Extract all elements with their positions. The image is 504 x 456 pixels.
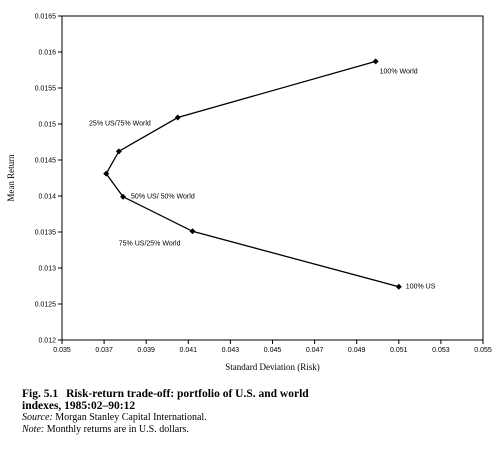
x-tick-label: 0.051: [390, 347, 408, 354]
note-text: Monthly returns are in U.S. dollars.: [44, 424, 189, 435]
source-text: Morgan Stanley Capital International.: [52, 412, 207, 423]
data-point-marker: [103, 170, 110, 177]
point-annotation: 100% US: [406, 284, 436, 291]
source-label: Source:: [22, 412, 53, 423]
x-axis-title: Standard Deviation (Risk): [225, 362, 319, 372]
point-annotation: 100% World: [380, 68, 418, 75]
data-point-marker: [120, 193, 127, 200]
x-tick-label: 0.041: [180, 347, 198, 354]
y-tick-label: 0.0125: [35, 302, 57, 309]
x-tick-label: 0.055: [474, 347, 492, 354]
y-tick-label: 0.016: [38, 50, 56, 57]
data-point-marker: [174, 114, 181, 121]
series-line: [105, 60, 399, 288]
data-point-marker: [189, 228, 196, 235]
y-tick-label: 0.0135: [35, 230, 57, 237]
point-annotation: 50% US/ 50% World: [131, 194, 195, 201]
plot-frame: [61, 15, 484, 341]
x-tick-label: 0.049: [348, 347, 366, 354]
y-axis-ticks: 0.012 0.0125 0.013 0.0135 0.014 0.0145 0.015 0.…: [35, 14, 62, 345]
caption-note: Note: Monthly returns are in U.S. dollar…: [22, 424, 492, 436]
data-point-marker: [115, 148, 122, 155]
caption-title: Fig. 5.1 Risk-return trade-off: portfolio…: [22, 388, 492, 400]
y-tick-label: 0.013: [38, 266, 56, 273]
caption-title-line2: indexes, 1985:02–90:12: [22, 400, 136, 412]
caption-source: Source: Morgan Stanley Capital Internati…: [22, 412, 492, 424]
point-annotation: 25% US/75% World: [89, 121, 151, 128]
y-axis-title: Mean Return: [6, 154, 16, 202]
data-point-marker: [395, 283, 402, 290]
y-tick-label: 0.014: [38, 194, 56, 201]
caption-title-line1: Risk-return trade-off: portfolio of U.S.…: [66, 388, 309, 400]
data-point-marker: [372, 58, 379, 65]
x-tick-label: 0.045: [264, 347, 282, 354]
y-tick-label: 0.015: [38, 122, 56, 129]
x-tick-label: 0.047: [306, 347, 324, 354]
figure-caption: Fig. 5.1 Risk-return trade-off: portfolio…: [22, 388, 492, 436]
data-markers: [103, 58, 402, 290]
risk-return-chart: 0.035 0.037 0.039 0.041 0.043 0.045 0.047 0.049…: [6, 14, 492, 373]
x-tick-label: 0.035: [53, 347, 71, 354]
y-tick-label: 0.0165: [35, 14, 57, 21]
y-tick-label: 0.012: [38, 338, 56, 345]
note-label: Note:: [22, 424, 45, 435]
figure-number: Fig. 5.1: [22, 388, 59, 400]
point-annotations: 100% World 25% US/75% World 50% US/ 50% Wo…: [89, 68, 436, 290]
x-tick-label: 0.039: [137, 347, 155, 354]
y-tick-label: 0.0155: [35, 86, 57, 93]
x-axis-ticks: 0.035 0.037 0.039 0.041 0.043 0.045 0.047 0.049…: [53, 340, 492, 354]
x-tick-label: 0.053: [432, 347, 450, 354]
x-tick-label: 0.043: [222, 347, 240, 354]
y-tick-label: 0.0145: [35, 158, 57, 165]
x-tick-label: 0.037: [95, 347, 113, 354]
point-annotation: 75% US/25% World: [119, 240, 181, 247]
